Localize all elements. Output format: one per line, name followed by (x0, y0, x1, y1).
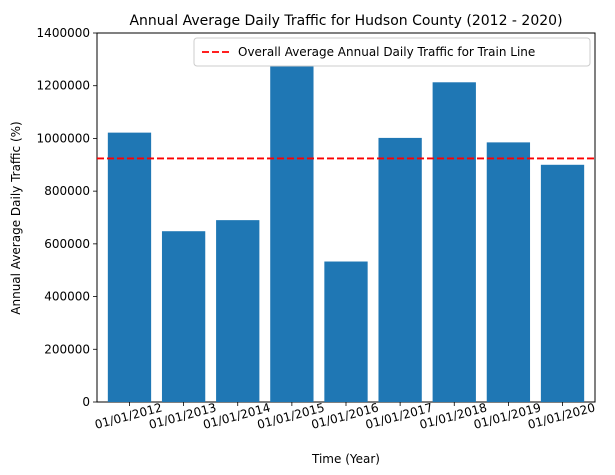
y-axis-label: Annual Average Daily Traffic (%) (9, 121, 23, 314)
bar (486, 142, 531, 402)
y-tick-label: 1000000 (37, 131, 90, 145)
y-axis-ticks: 0 200000 400000 600000 800000 1000000 1200000 1… (37, 26, 97, 409)
y-tick-label: 1200000 (37, 79, 90, 93)
x-axis-ticks: 01/01/201201/01/201301/01/201401/01/2015… (93, 400, 596, 431)
y-tick-label: 400000 (44, 290, 90, 304)
x-axis-label: Time (Year) (311, 452, 380, 466)
bar (107, 132, 152, 402)
bars (107, 52, 585, 403)
bar (540, 164, 585, 402)
legend: Overall Average Annual Daily Traffic for… (193, 37, 591, 67)
legend-box (193, 37, 591, 67)
bar (216, 220, 260, 402)
bar (432, 82, 476, 402)
y-tick-label: 1400000 (37, 26, 90, 40)
bar (324, 261, 368, 402)
y-tick-label: 0 (82, 395, 90, 409)
bar (378, 137, 422, 402)
y-tick-label: 800000 (44, 184, 90, 198)
chart-title: Annual Average Daily Traffic for Hudson … (129, 13, 562, 29)
legend-reference-line-label: Overall Average Annual Daily Traffic for… (238, 45, 535, 59)
y-tick-label: 600000 (44, 237, 90, 251)
bar (270, 52, 314, 403)
bar (161, 231, 206, 402)
y-tick-label: 200000 (44, 342, 90, 356)
